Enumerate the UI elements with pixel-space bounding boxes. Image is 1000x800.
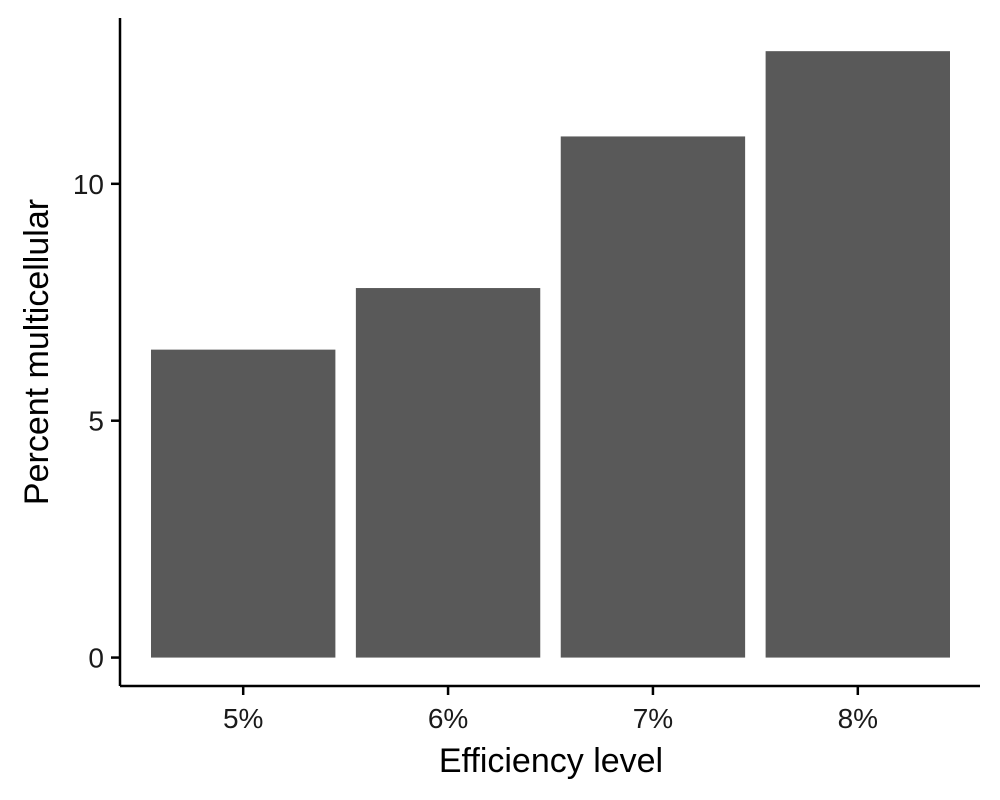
bars-group [151, 51, 950, 658]
bar-7pct [560, 136, 746, 658]
x-tick-label: 8% [838, 703, 878, 734]
y-axis-ticks: 0 5 10 [73, 169, 120, 674]
x-tick-label: 7% [633, 703, 673, 734]
bar-5pct [151, 349, 336, 658]
bar-8pct [765, 51, 950, 658]
y-tick-label: 5 [88, 406, 104, 437]
x-tick-label: 6% [428, 703, 468, 734]
y-tick-label: 10 [73, 169, 104, 200]
x-axis-title: Efficiency level [439, 742, 663, 780]
x-tick-label: 5% [223, 703, 263, 734]
y-tick-label: 0 [88, 643, 104, 674]
bar-6pct [355, 288, 541, 658]
x-axis-ticks: 5% 6% 7% 8% [223, 686, 878, 734]
y-axis-title: Percent multicellular [18, 199, 56, 505]
